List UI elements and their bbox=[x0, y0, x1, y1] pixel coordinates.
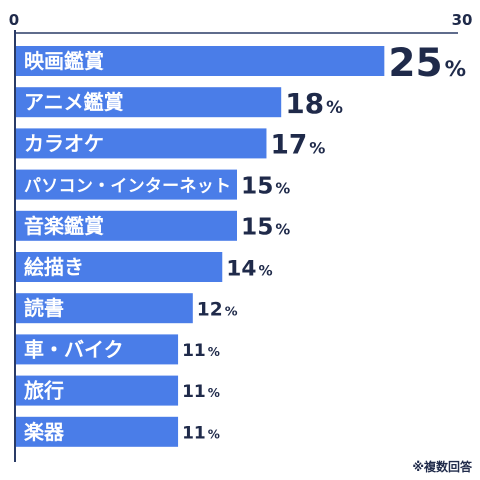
bar-value-label: 18% bbox=[285, 87, 343, 120]
bar-value-label: 11% bbox=[182, 423, 220, 443]
bar bbox=[16, 293, 193, 324]
footnote: ※複数回答 bbox=[412, 460, 472, 474]
bar bbox=[16, 128, 267, 159]
bar-category-label: 車・バイク bbox=[24, 337, 124, 361]
x-tick-label: 30 bbox=[452, 11, 473, 29]
bar-category-label: アニメ鑑賞 bbox=[24, 90, 124, 114]
bar-category-label: パソコン・インターネット bbox=[24, 177, 231, 197]
bar-category-label: カラオケ bbox=[24, 131, 104, 155]
x-tick-label: 0 bbox=[9, 11, 19, 29]
bar bbox=[16, 210, 237, 241]
bar-value-label: 25% bbox=[388, 41, 466, 86]
bar-value-label: 11% bbox=[182, 382, 220, 402]
bar bbox=[16, 169, 237, 200]
bar-value-label: 15% bbox=[241, 214, 290, 241]
bar bbox=[16, 87, 282, 118]
bar-category-label: 映画鑑賞 bbox=[24, 49, 104, 73]
bar-category-label: 絵描き bbox=[24, 255, 84, 279]
bar-category-label: 楽器 bbox=[24, 420, 65, 444]
bar bbox=[16, 334, 179, 365]
bar bbox=[16, 375, 179, 406]
bar-category-label: 音楽鑑賞 bbox=[24, 214, 104, 238]
bar-value-label: 15% bbox=[241, 172, 290, 199]
bar-category-label: 旅行 bbox=[24, 379, 64, 403]
bar bbox=[16, 46, 385, 76]
bar bbox=[16, 252, 223, 282]
bar-value-label: 12% bbox=[197, 299, 238, 320]
bar-value-label: 14% bbox=[226, 256, 272, 281]
bar-value-label: 11% bbox=[182, 341, 220, 361]
bar-category-label: 読書 bbox=[24, 296, 64, 320]
bar-value-label: 17% bbox=[270, 129, 325, 160]
bar bbox=[16, 416, 179, 447]
